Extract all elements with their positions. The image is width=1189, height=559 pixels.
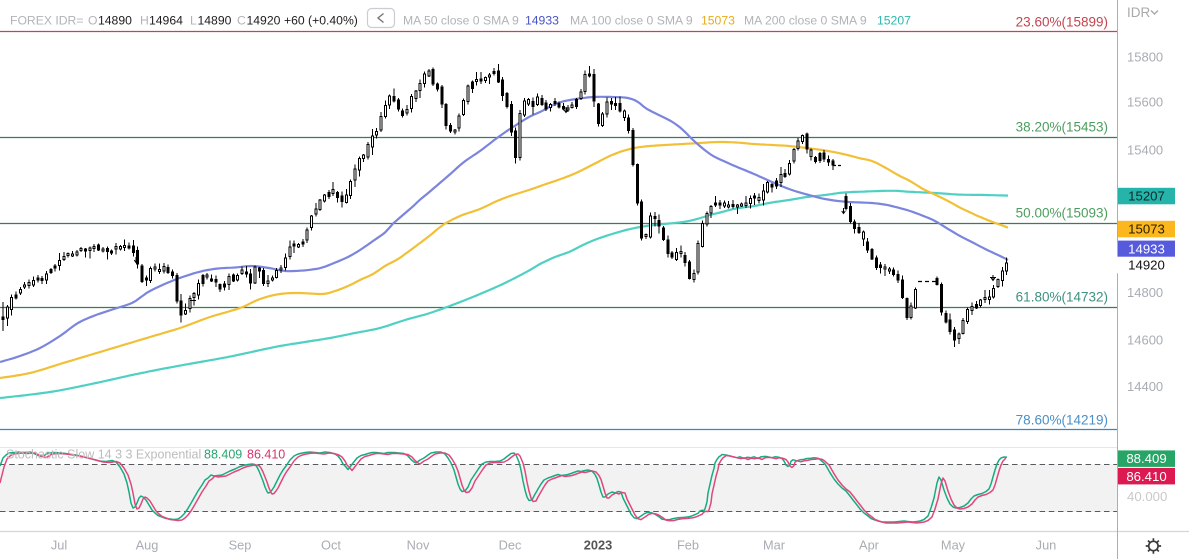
svg-text:88.409: 88.409 bbox=[204, 448, 242, 462]
svg-text:15400: 15400 bbox=[1127, 143, 1163, 158]
svg-text:Jul: Jul bbox=[51, 538, 67, 553]
svg-text:MA 100 close 0 SMA 9: MA 100 close 0 SMA 9 bbox=[570, 14, 693, 28]
svg-text:14600: 14600 bbox=[1127, 333, 1163, 348]
svg-text:Feb: Feb bbox=[677, 538, 699, 553]
svg-text:Aug: Aug bbox=[136, 538, 159, 553]
svg-text:14920: 14920 bbox=[1128, 258, 1165, 273]
svg-text:38.20%(15453): 38.20%(15453) bbox=[1016, 120, 1108, 135]
svg-text:15073: 15073 bbox=[1128, 222, 1165, 237]
svg-text:15207: 15207 bbox=[1128, 189, 1165, 204]
svg-text:78.60%(14219): 78.60%(14219) bbox=[1016, 413, 1108, 428]
svg-text:86.410: 86.410 bbox=[1126, 469, 1166, 484]
svg-text:IDR: IDR bbox=[1127, 5, 1151, 20]
svg-text:15207: 15207 bbox=[877, 14, 911, 28]
svg-text:14890: 14890 bbox=[98, 14, 132, 28]
svg-text:15073: 15073 bbox=[701, 14, 735, 28]
svg-text:L: L bbox=[190, 14, 197, 28]
svg-text:2023: 2023 bbox=[584, 538, 612, 553]
svg-text:14933: 14933 bbox=[1128, 241, 1165, 256]
svg-text:May: May bbox=[941, 538, 966, 553]
svg-text:O: O bbox=[88, 14, 97, 28]
svg-text:+60 (+0.40%): +60 (+0.40%) bbox=[284, 14, 358, 28]
svg-text:14890: 14890 bbox=[198, 14, 232, 28]
svg-text:50.00%(15093): 50.00%(15093) bbox=[1016, 206, 1108, 221]
svg-text:H: H bbox=[140, 14, 149, 28]
svg-text:Sep: Sep bbox=[229, 538, 252, 553]
svg-text:Nov: Nov bbox=[407, 538, 430, 553]
svg-text:23.60%(15899): 23.60%(15899) bbox=[1016, 15, 1108, 30]
svg-text:14933: 14933 bbox=[525, 14, 559, 28]
svg-text:Mar: Mar bbox=[763, 538, 786, 553]
svg-text:86.410: 86.410 bbox=[247, 448, 285, 462]
svg-text:C: C bbox=[237, 14, 246, 28]
svg-text:Dec: Dec bbox=[499, 538, 522, 553]
svg-text:14800: 14800 bbox=[1127, 285, 1163, 300]
svg-text:Apr: Apr bbox=[859, 538, 880, 553]
svg-text:14400: 14400 bbox=[1127, 379, 1163, 394]
svg-text:14920: 14920 bbox=[247, 14, 281, 28]
svg-text:14964: 14964 bbox=[149, 14, 183, 28]
svg-text:Stochastic Slow 14 3 3 Exponen: Stochastic Slow 14 3 3 Exponential bbox=[6, 448, 201, 462]
svg-text:61.80%(14732): 61.80%(14732) bbox=[1016, 290, 1108, 305]
svg-text:15600: 15600 bbox=[1127, 95, 1163, 110]
svg-text:Oct: Oct bbox=[321, 538, 341, 553]
svg-text:MA 50 close 0 SMA 9: MA 50 close 0 SMA 9 bbox=[403, 14, 519, 28]
svg-text:MA 200 close 0 SMA 9: MA 200 close 0 SMA 9 bbox=[744, 14, 867, 28]
svg-text:FOREX IDR=: FOREX IDR= bbox=[10, 14, 83, 28]
svg-text:88.409: 88.409 bbox=[1126, 451, 1166, 466]
svg-text:Jun: Jun bbox=[1036, 538, 1057, 553]
svg-text:15800: 15800 bbox=[1127, 50, 1163, 65]
svg-text:40.000: 40.000 bbox=[1127, 489, 1167, 504]
